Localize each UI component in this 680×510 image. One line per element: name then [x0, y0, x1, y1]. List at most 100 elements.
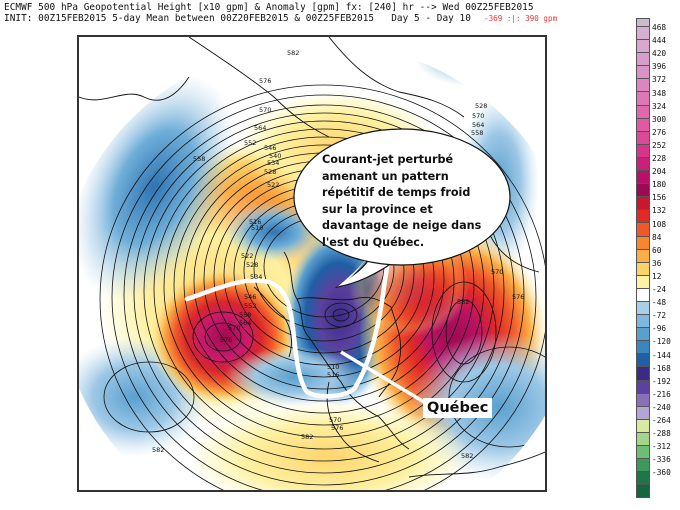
colorbar-tick-label: 36 [652, 258, 662, 268]
colorbar-cell [636, 157, 650, 172]
colorbar-cell [636, 262, 650, 276]
svg-text:570: 570 [329, 416, 341, 424]
svg-text:570: 570 [259, 106, 271, 114]
colorbar-tick-label: -24 [652, 285, 667, 294]
colorbar-tick-label: -168 [652, 363, 671, 373]
svg-text:534: 534 [267, 159, 279, 167]
quebec-label: Québec [423, 398, 493, 418]
svg-text:576: 576 [331, 424, 343, 432]
contour-labels: 582 576 570 564 552 546 540 534 528 522 … [152, 49, 524, 460]
svg-text:522: 522 [267, 181, 279, 189]
colorbar-tick-label: -264 [652, 416, 671, 425]
colorbar-tick-label: -336 [652, 455, 671, 465]
svg-text:564: 564 [239, 319, 251, 327]
coastlines [79, 37, 545, 478]
svg-text:570: 570 [491, 268, 503, 276]
colorbar-tick-label: 468 [652, 23, 667, 32]
svg-text:576: 576 [220, 336, 232, 344]
colorbar-cell [636, 288, 650, 302]
colorbar-tick-label: 132 [652, 206, 667, 216]
colorbar-cell [636, 210, 650, 224]
colorbar-tick-label: -360 [652, 468, 671, 478]
colorbar-tick-label: 60 [652, 245, 662, 255]
svg-text:552: 552 [244, 302, 256, 310]
annotation-bubble-text: Courant-jet perturbé amenant un pattern … [322, 152, 490, 252]
svg-text:564: 564 [254, 124, 266, 132]
svg-text:558: 558 [471, 129, 483, 137]
colorbar-tick-label: 252 [652, 140, 667, 150]
colorbar-cell [636, 485, 650, 499]
colorbar-cell [636, 406, 650, 420]
colorbar-tick-label: 420 [652, 49, 667, 59]
colorbar-cell [636, 380, 650, 394]
colorbar-cell [636, 446, 650, 460]
jet-stream-path [184, 244, 394, 399]
svg-text:528: 528 [246, 261, 258, 269]
svg-text:546: 546 [244, 293, 256, 301]
svg-text:558: 558 [239, 311, 251, 319]
svg-text:534: 534 [250, 273, 262, 281]
svg-text:546: 546 [264, 144, 276, 152]
svg-text:522: 522 [241, 252, 253, 260]
colorbar-tick-label: 228 [652, 154, 667, 163]
colorbar-cell [636, 197, 650, 211]
colorbar-tick-label: 324 [652, 101, 667, 111]
colorbar-tick-label: 12 [652, 271, 662, 281]
colorbar-tick-label: -120 [652, 337, 671, 347]
bubble-line: davantage de neige dans [322, 219, 482, 233]
bubble-line: répétitif de temps froid [322, 186, 471, 200]
colorbar-tick-label: -288 [652, 429, 671, 439]
colorbar-tick-label: 300 [652, 114, 667, 124]
colorbar-tick-label: 84 [652, 232, 662, 242]
colorbar-tick-label: 348 [652, 88, 667, 98]
colorbar-tick-label: -216 [652, 389, 671, 399]
colorbar-tick-label: 276 [652, 127, 667, 137]
colorbar-tick-label: 372 [652, 75, 667, 85]
colorbar-cell [636, 315, 650, 329]
colorbar-cell [636, 92, 650, 106]
svg-text:576: 576 [512, 293, 524, 301]
anomaly-range: -369 :|: 390 gpm [484, 14, 558, 23]
svg-text:582: 582 [301, 433, 313, 441]
svg-text:528: 528 [475, 102, 487, 110]
colorbar-cell [636, 236, 650, 250]
colorbar-cell [636, 131, 650, 145]
svg-text:510: 510 [327, 363, 339, 371]
colorbar-cell [636, 328, 650, 342]
bubble-line: l'est du Québec. [322, 235, 425, 249]
svg-text:510: 510 [251, 224, 263, 232]
colorbar-tick-label: -240 [652, 402, 671, 412]
bubble-line: amenant un pattern [322, 169, 449, 183]
svg-text:516: 516 [249, 218, 261, 226]
colorbar-cell [636, 432, 650, 446]
colorbar-cell [636, 393, 650, 407]
colorbar-tick-label: -96 [652, 324, 667, 334]
colorbar-tick-label: 108 [652, 219, 667, 229]
colorbar-cell [636, 66, 650, 80]
svg-text:582: 582 [287, 49, 299, 57]
colorbar-cell [636, 144, 650, 158]
colorbar-cell [636, 184, 650, 198]
colorbar-tick-label: -192 [652, 376, 671, 386]
chart-title-line1: ECMWF 500 hPa Geopotential Height [x10 g… [4, 2, 534, 13]
colorbar-tick-label: 444 [652, 36, 667, 46]
colorbar-cell [636, 53, 650, 67]
colorbar-cell [636, 118, 650, 132]
colorbar-cell [636, 79, 650, 93]
svg-text:564: 564 [472, 121, 484, 129]
svg-text:576: 576 [259, 77, 271, 85]
colorbar-cell [636, 18, 650, 27]
colorbar-tick-label: -312 [652, 442, 671, 452]
svg-text:558: 558 [193, 155, 205, 163]
svg-text:552: 552 [244, 139, 256, 147]
colorbar-cell [636, 472, 650, 486]
colorbar-tick-label: 180 [652, 180, 667, 190]
svg-text:570: 570 [228, 324, 240, 332]
colorbar-cell [636, 341, 650, 355]
colorbar-cell [636, 301, 650, 316]
svg-text:570: 570 [472, 112, 484, 120]
bubble-line: sur la province et [322, 202, 433, 216]
svg-text:582: 582 [461, 452, 473, 460]
colorbar-tick-label: 156 [652, 193, 667, 203]
colorbar-cell [636, 275, 650, 289]
